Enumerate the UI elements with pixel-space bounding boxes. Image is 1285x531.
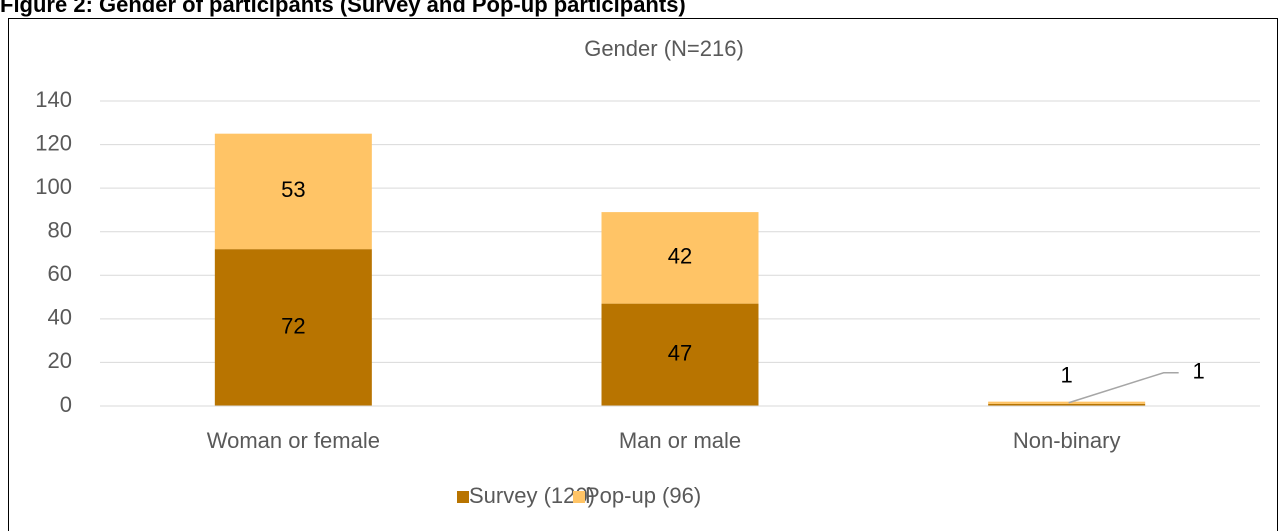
- legend-swatch: [457, 491, 469, 503]
- y-tick-label: 100: [35, 174, 72, 199]
- data-label: 42: [668, 244, 692, 269]
- y-tick-label: 80: [48, 218, 72, 243]
- legend-label: Pop-up (96): [585, 483, 701, 508]
- y-tick-label: 120: [35, 130, 72, 155]
- legend-swatch: [573, 491, 585, 503]
- bar-segment: [988, 403, 1146, 406]
- y-tick-label: 20: [48, 348, 72, 373]
- chart-title: Gender (N=216): [584, 36, 744, 61]
- y-tick-label: 60: [48, 261, 72, 286]
- x-tick-label: Non-binary: [1013, 428, 1121, 453]
- bar-segment: [214, 249, 372, 406]
- data-label: 72: [281, 313, 305, 338]
- y-tick-label: 0: [60, 392, 72, 417]
- data-label: 47: [668, 341, 692, 366]
- x-tick-label: Man or male: [619, 428, 741, 453]
- bar-segment: [601, 212, 759, 304]
- y-tick-label: 40: [48, 305, 72, 330]
- data-label: 53: [281, 177, 305, 202]
- figure-title: Figure 2: Gender of participants (Survey…: [0, 0, 686, 17]
- bar-segment: [601, 303, 759, 406]
- chart-border: [8, 18, 1278, 531]
- data-label: 1: [1061, 363, 1073, 388]
- data-label: 1: [1193, 359, 1205, 384]
- y-tick-label: 140: [35, 87, 72, 112]
- x-tick-label: Woman or female: [207, 428, 380, 453]
- bar-segment: [988, 401, 1146, 404]
- bar-segment: [214, 133, 372, 250]
- leader-line: [1068, 371, 1179, 404]
